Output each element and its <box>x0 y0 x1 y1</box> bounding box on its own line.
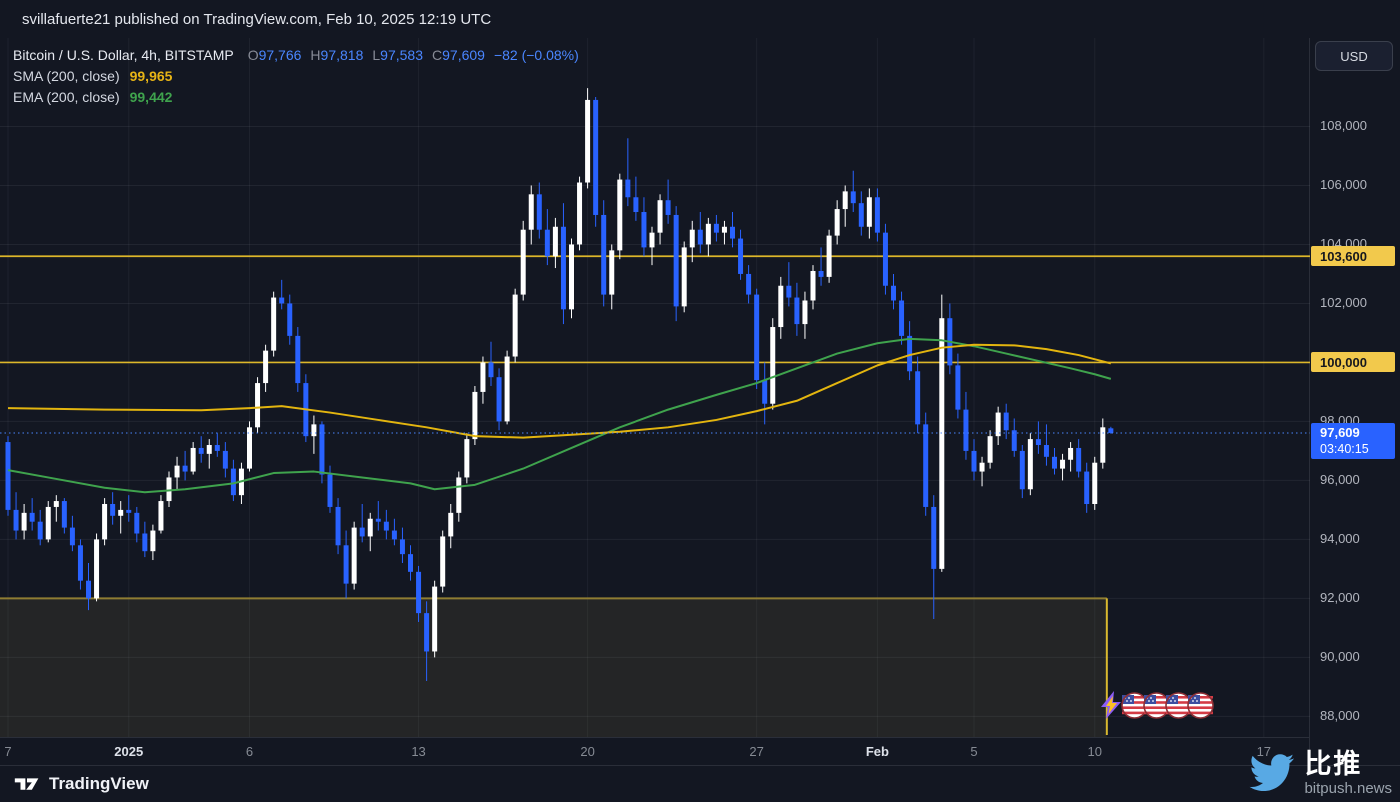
us-flag-emoji <box>1187 691 1214 719</box>
time-tick-label: 6 <box>245 744 254 759</box>
us-flag-emoji <box>1165 691 1192 719</box>
tradingview-brand-text[interactable]: TradingView <box>49 774 149 793</box>
chart-canvas[interactable] <box>0 38 1310 737</box>
ohlc-open: O 97,766 <box>247 46 302 63</box>
time-tick-label: 13 <box>411 744 426 759</box>
chart-pane[interactable]: Bitcoin / U.S. Dollar, 4h, BITSTAMP O 97,… <box>0 38 1310 765</box>
symbol-title: Bitcoin / U.S. Dollar, 4h, BITSTAMP <box>13 46 234 63</box>
legend-ema-row[interactable]: EMA (200, close) 99,442 <box>13 86 579 107</box>
us-flag-emoji <box>1143 691 1170 719</box>
ema-value: 99,442 <box>129 88 173 105</box>
price-level-tag: 100,000 <box>1311 352 1395 373</box>
time-axis[interactable]: 7 2025 6 13 20 27 Feb 5 10 17 <box>0 737 1309 765</box>
sma-value: 99,965 <box>129 67 173 84</box>
time-tick-label: 17 <box>1256 744 1272 759</box>
zap-emoji <box>1101 691 1121 719</box>
price-tick-label: 92,000 <box>1320 590 1360 606</box>
price-tick-label: 106,000 <box>1320 177 1367 193</box>
price-tick-label: 94,000 <box>1320 531 1360 547</box>
time-tick-label: 5 <box>970 744 978 759</box>
bitpush-bird-icon <box>1249 754 1295 791</box>
change-value: −82 (−0.08%) <box>493 46 579 63</box>
price-axis[interactable]: USD 108,000106,000104,000102,000100,0009… <box>1310 38 1400 765</box>
published-byline-bar: svillafuerte21 published on TradingView.… <box>0 0 1400 38</box>
us-flag-emoji <box>1121 691 1148 719</box>
emoji-sticker-row[interactable] <box>1096 690 1214 720</box>
time-tick-label: 2025 <box>114 744 144 759</box>
ohlc-low: L 97,583 <box>372 46 423 63</box>
bitpush-site-name: bitpush.news <box>1304 779 1392 797</box>
price-tick-label: 96,000 <box>1320 472 1360 488</box>
bottom-toolbar: TradingView <box>0 765 1400 802</box>
price-tick-label: 90,000 <box>1320 649 1360 665</box>
published-byline-link[interactable]: svillafuerte21 published on TradingView.… <box>22 10 492 28</box>
tradingview-logo[interactable] <box>14 773 40 795</box>
sma-label: SMA (200, close) <box>13 67 120 84</box>
time-tick-label: Feb <box>865 744 889 759</box>
ema-label: EMA (200, close) <box>13 88 120 105</box>
price-tick-label: 88,000 <box>1320 708 1360 724</box>
time-tick-label: 10 <box>1087 744 1102 759</box>
legend-symbol-row[interactable]: Bitcoin / U.S. Dollar, 4h, BITSTAMP O 97,… <box>13 44 579 65</box>
price-level-tag: 103,600 <box>1311 246 1395 267</box>
legend-sma-row[interactable]: SMA (200, close) 99,965 <box>13 65 579 86</box>
tradingview-logo-icon <box>14 778 39 790</box>
last-price-tag: 97,609 03:40:15 <box>1311 422 1395 459</box>
price-tick-label: 108,000 <box>1320 118 1367 134</box>
bitpush-watermark: 比推 bitpush.news <box>1246 749 1392 797</box>
chart-main: Bitcoin / U.S. Dollar, 4h, BITSTAMP O 97,… <box>0 38 1400 765</box>
time-tick-label: 7 <box>4 744 12 759</box>
price-tick-label: 102,000 <box>1320 295 1367 311</box>
time-tick-label: 20 <box>580 744 595 759</box>
currency-toggle-button[interactable]: USD <box>1315 41 1393 71</box>
ohlc-close: C 97,609 <box>432 46 485 63</box>
ohlc-high: H 97,818 <box>310 46 364 63</box>
legend: Bitcoin / U.S. Dollar, 4h, BITSTAMP O 97,… <box>13 44 579 107</box>
bitpush-cn-name: 比推 <box>1304 748 1363 779</box>
time-tick-label: 27 <box>749 744 764 759</box>
